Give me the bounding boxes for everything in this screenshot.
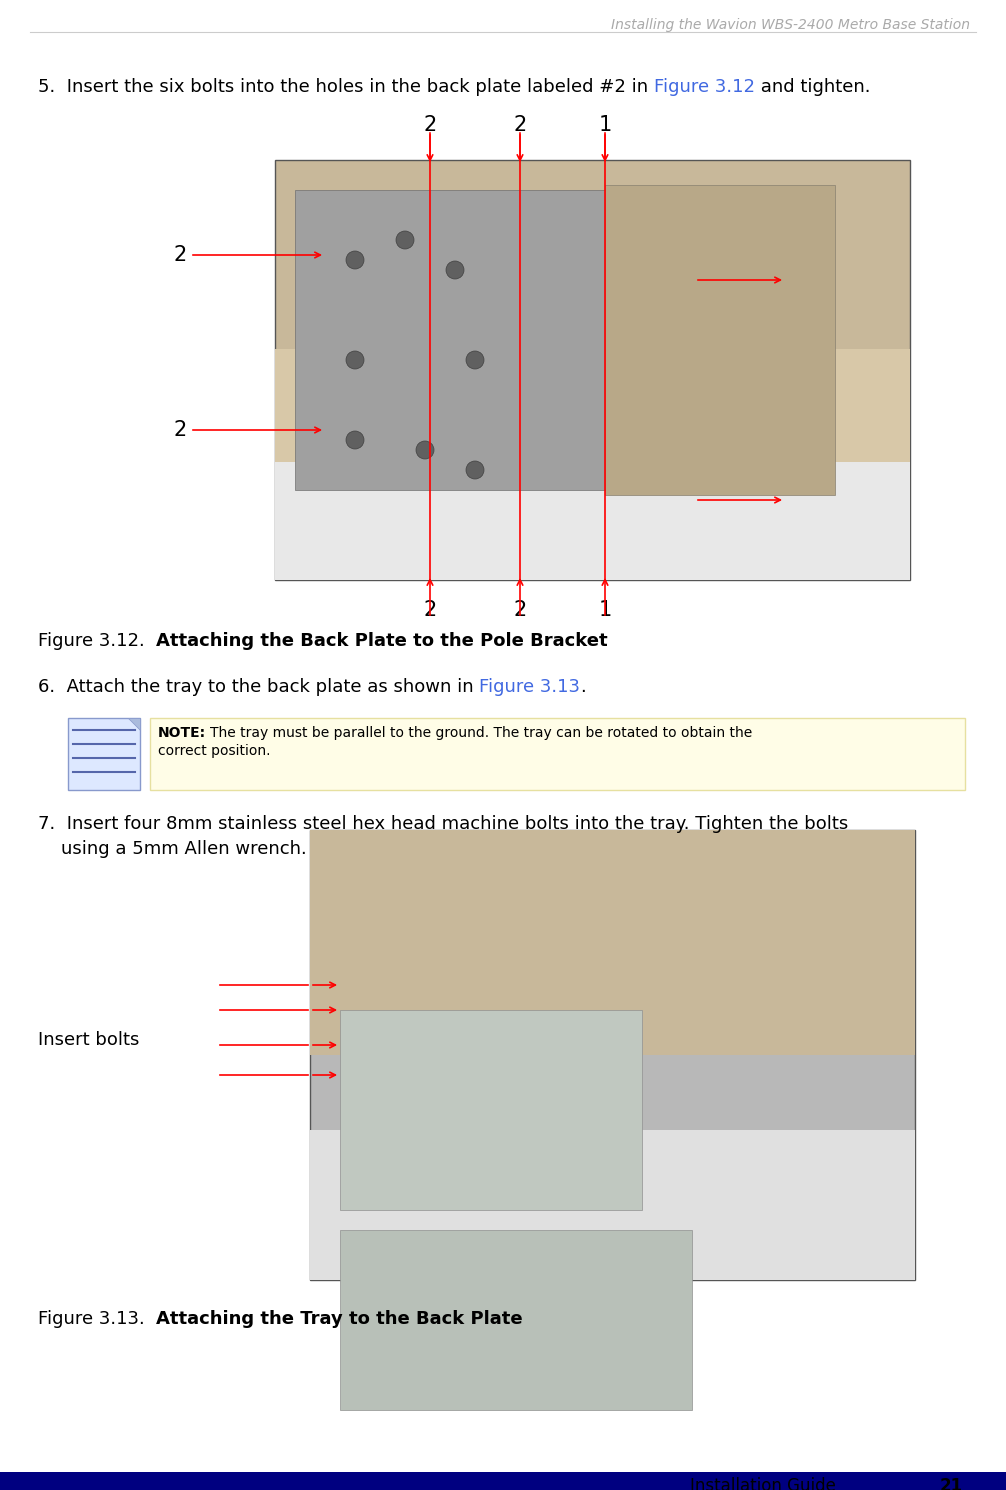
Circle shape — [466, 352, 484, 370]
Text: The tray must be parallel to the ground. The tray can be rotated to obtain the: The tray must be parallel to the ground.… — [210, 726, 752, 741]
Text: Figure 3.12.: Figure 3.12. — [38, 632, 156, 650]
Circle shape — [446, 261, 464, 279]
Bar — [310, 1129, 915, 1280]
Text: 5.  Insert the six bolts into the holes in the back plate labeled #2 in: 5. Insert the six bolts into the holes i… — [38, 77, 654, 95]
Text: NOTE:: NOTE: — [158, 726, 206, 741]
Text: Attaching the Back Plate to the Pole Bracket: Attaching the Back Plate to the Pole Bra… — [156, 632, 608, 650]
Bar — [605, 185, 835, 495]
Polygon shape — [128, 718, 140, 730]
Text: correct position.: correct position. — [158, 744, 271, 758]
Text: 1: 1 — [599, 600, 612, 620]
Bar — [310, 830, 915, 1055]
Bar — [310, 830, 915, 1280]
Text: 2: 2 — [424, 115, 437, 136]
Text: Installation Guide: Installation Guide — [690, 1477, 836, 1490]
Text: .: . — [580, 678, 586, 696]
Text: using a 5mm Allen wrench.: using a 5mm Allen wrench. — [38, 840, 307, 858]
Text: Insert bolts: Insert bolts — [38, 1031, 140, 1049]
Text: 2: 2 — [424, 600, 437, 620]
Text: Figure 3.13.: Figure 3.13. — [38, 1310, 156, 1328]
Bar — [295, 191, 655, 490]
Text: Figure 3.12: Figure 3.12 — [654, 77, 754, 95]
Bar — [68, 718, 140, 790]
Text: 2: 2 — [513, 600, 526, 620]
Text: 21: 21 — [940, 1477, 963, 1490]
Bar — [275, 349, 910, 580]
Bar — [150, 718, 965, 790]
Text: Figure 3.13: Figure 3.13 — [480, 678, 580, 696]
Text: 6.  Attach the tray to the back plate as shown in: 6. Attach the tray to the back plate as … — [38, 678, 480, 696]
Text: Installing the Wavion WBS-2400 Metro Base Station: Installing the Wavion WBS-2400 Metro Bas… — [611, 18, 970, 31]
Circle shape — [346, 431, 364, 448]
Circle shape — [346, 352, 364, 370]
Bar — [275, 159, 910, 580]
Bar — [340, 1010, 642, 1210]
Circle shape — [416, 441, 434, 459]
Circle shape — [396, 231, 414, 249]
Text: 1: 1 — [599, 115, 612, 136]
Circle shape — [346, 250, 364, 270]
Text: Attaching the Tray to the Back Plate: Attaching the Tray to the Back Plate — [156, 1310, 523, 1328]
Bar — [275, 462, 910, 580]
Text: and tighten.: and tighten. — [754, 77, 870, 95]
Text: 2: 2 — [513, 115, 526, 136]
Circle shape — [466, 460, 484, 478]
Bar — [340, 1231, 692, 1410]
Bar — [0, 1472, 1006, 1490]
Text: 2: 2 — [174, 244, 187, 265]
Text: 2: 2 — [174, 420, 187, 440]
Text: 7.  Insert four 8mm stainless steel hex head machine bolts into the tray. Tighte: 7. Insert four 8mm stainless steel hex h… — [38, 815, 848, 833]
